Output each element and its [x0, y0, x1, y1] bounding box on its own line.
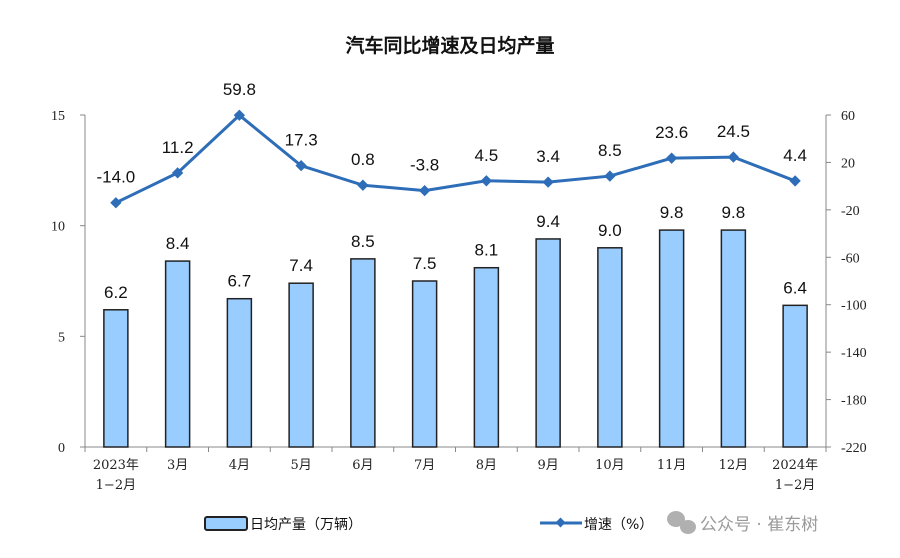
line-data-label: 4.5 — [475, 146, 499, 165]
line-data-label: 17.3 — [285, 131, 318, 150]
bar — [658, 229, 685, 448]
line-marker — [604, 170, 616, 182]
bar — [473, 266, 500, 448]
line-data-label: 3.4 — [536, 147, 560, 166]
watermark: 公众号 · 崔东树 — [667, 511, 818, 535]
watermark-text: 公众号 · 崔东树 — [700, 515, 818, 535]
x-tick-label: 6月 — [352, 458, 373, 473]
right-tick-label: -100 — [841, 299, 867, 314]
bar — [597, 247, 623, 448]
line-marker — [171, 167, 184, 179]
bar-data-label: 8.4 — [166, 234, 190, 253]
legend-line-label: 增速（%） — [584, 517, 653, 533]
line-marker — [110, 197, 122, 209]
left-tick-label: 10 — [51, 220, 65, 235]
bar-data-label: 9.8 — [660, 203, 684, 222]
left-tick-label: 15 — [51, 109, 65, 124]
wechat-icon — [667, 511, 696, 534]
bar — [411, 280, 438, 448]
bar — [535, 238, 561, 448]
bar — [288, 282, 314, 448]
right-tick-label: -140 — [841, 346, 867, 361]
line-data-label: 59.8 — [223, 80, 256, 99]
x-tick-label: 11月 — [657, 458, 687, 473]
right-tick-label: 20 — [841, 156, 855, 171]
bar — [226, 297, 253, 448]
line-marker — [727, 151, 740, 163]
right-tick-label: -60 — [841, 251, 860, 266]
bar — [164, 260, 191, 448]
x-tick-label: 10月 — [595, 458, 625, 473]
line-data-label: 0.8 — [351, 150, 375, 169]
x-tick-label: 12月 — [719, 458, 749, 473]
right-tick-label: -220 — [841, 441, 867, 456]
line-marker — [542, 176, 554, 188]
bar — [720, 229, 747, 448]
x-tick-label: 2024年 — [772, 458, 818, 473]
line-data-label: -14.0 — [97, 168, 136, 187]
right-tick-label: -180 — [841, 394, 867, 409]
bar-data-label: 8.1 — [475, 241, 499, 260]
legend-bar-label: 日均产量（万辆） — [250, 517, 362, 533]
right-tick-label: -20 — [841, 204, 860, 219]
line-data-label: 24.5 — [717, 122, 750, 141]
bar-data-label: 9.4 — [536, 212, 560, 231]
bar-data-label: 6.4 — [783, 278, 807, 297]
bar-data-label: 7.5 — [413, 254, 437, 273]
x-tick-label: 1−2月 — [775, 478, 815, 493]
x-tick-label: 4月 — [229, 458, 250, 473]
line-marker — [665, 152, 678, 164]
line-marker — [357, 179, 369, 191]
left-tick-label: 0 — [58, 441, 65, 456]
bar-data-label: 9.0 — [598, 221, 622, 240]
bar — [350, 258, 376, 448]
line-marker — [295, 159, 307, 172]
chart-title: 汽车同比增速及日均产量 — [345, 34, 554, 57]
line-data-label: 8.5 — [598, 141, 622, 160]
line-data-label: 11.2 — [162, 138, 194, 157]
x-tick-label: 9月 — [537, 458, 558, 473]
bar-data-label: 9.8 — [722, 203, 746, 222]
line-marker — [480, 175, 493, 187]
line-marker — [789, 175, 801, 187]
x-tick-label: 5月 — [290, 458, 311, 473]
bar-data-label: 7.4 — [289, 256, 313, 275]
left-tick-label: 5 — [58, 330, 65, 345]
x-tick-label: 8月 — [476, 458, 497, 473]
line-marker — [418, 184, 431, 197]
line-data-label: 4.4 — [783, 146, 807, 165]
x-tick-label: 3月 — [167, 458, 188, 473]
right-tick-label: 60 — [841, 109, 855, 124]
x-tick-label: 2023年 — [93, 458, 139, 473]
bar-data-label: 6.2 — [104, 283, 128, 302]
line-data-label: -3.8 — [410, 156, 439, 175]
x-tick-label: 1−2月 — [96, 478, 136, 493]
growth-line — [115, 113, 796, 205]
bar-data-label: 6.7 — [228, 272, 252, 291]
bar-data-label: 8.5 — [351, 232, 375, 251]
x-tick-label: 7月 — [414, 458, 435, 473]
legend: 日均产量（万辆） 增速（%） — [204, 516, 653, 533]
line-data-label: 23.6 — [655, 123, 688, 142]
legend-line-marker — [555, 517, 566, 528]
bar — [103, 309, 129, 448]
legend-bar-swatch — [204, 516, 248, 531]
bar — [782, 304, 808, 448]
